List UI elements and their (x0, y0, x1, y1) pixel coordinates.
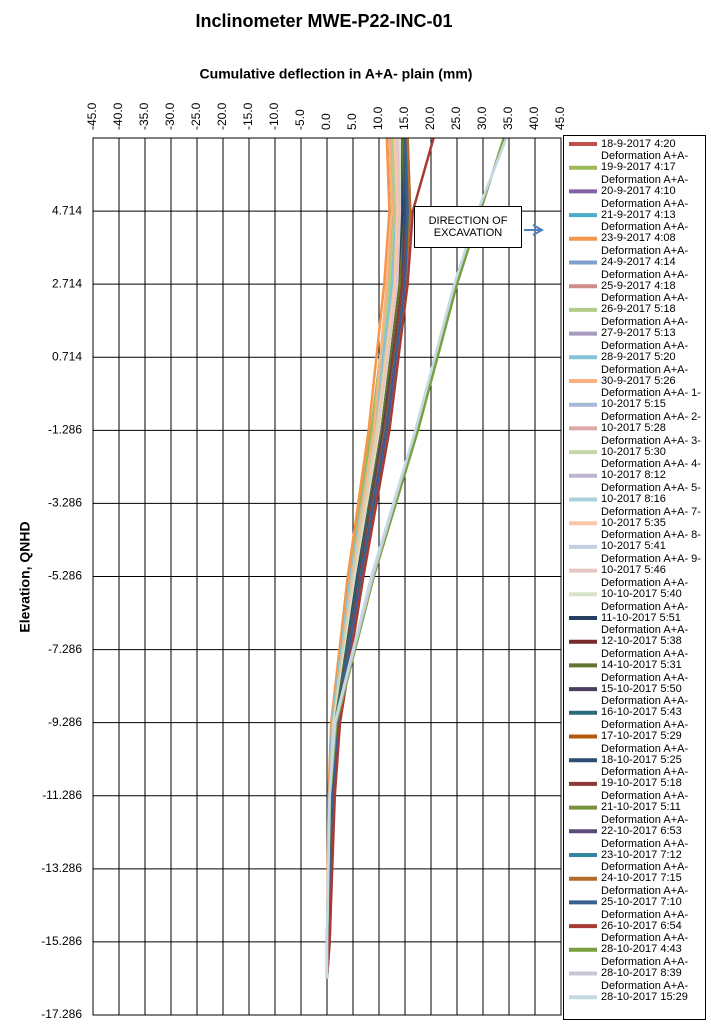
legend-label: Deformation A+A- 5-10-2017 8:16 (601, 482, 701, 505)
direction-arrow (524, 224, 545, 236)
legend-label: Deformation A+A- 10-10-2017 5:40 (601, 576, 689, 600)
legend-label: Deformation A+A- 15-10-2017 5:50 (601, 671, 689, 695)
x-tick-label: 35.0 (501, 106, 515, 130)
x-tick-label: -25.0 (189, 102, 203, 130)
legend-label: Deformation A+A- 18-9-2017 4:20 (601, 136, 688, 150)
legend-label: Deformation A+A- 12-10-2017 5:38 (601, 624, 689, 648)
legend-swatches (569, 142, 597, 1000)
annotation: DIRECTION OF EXCAVATION (414, 206, 522, 248)
legend-label: Deformation A+A- 21-9-2017 4:13 (601, 197, 689, 221)
legend-label: Deformation A+A- 28-9-2017 5:20 (601, 339, 689, 363)
x-tick-label: 5.0 (345, 113, 359, 130)
legend-label: Deformation A+A- 2-10-2017 5:28 (601, 410, 701, 434)
legend-label: Deformation A+A- 16-10-2017 5:43 (601, 695, 689, 719)
series-lines (325, 137, 508, 979)
legend-label: Deformation A+A- 18-10-2017 5:25 (601, 742, 689, 766)
legend-label: Deformation A+A- 11-10-2017 5:51 (601, 600, 689, 624)
legend-label: Deformation A+A- 27-9-2017 5:13 (601, 316, 689, 340)
x-tick-label: 30.0 (475, 106, 489, 130)
y-tick-label: 4.714 (52, 203, 82, 217)
y-tick-label: -13.286 (41, 861, 82, 875)
legend-label: Deformation A+A- 25-9-2017 4:18 (601, 268, 689, 292)
legend-label: Deformation A+A- 19-9-2017 4:17 (601, 150, 689, 174)
legend-label: Deformation A+A- 26-10-2017 6:54 (601, 908, 689, 932)
x-tick-label: -15.0 (241, 102, 255, 130)
legend-label: Deformation A+A- 21-10-2017 5:11 (601, 790, 689, 814)
x-tick-label: 10.0 (371, 106, 385, 130)
legend-label: Deformation A+A- 9-10-2017 5:46 (601, 553, 701, 577)
legend-label: Deformation A+A- 22-10-2017 6:53 (601, 813, 689, 837)
annotation-line: EXCAVATION (433, 227, 503, 239)
y-tick-label: -11.286 (42, 788, 82, 802)
y-tick-label: -15.286 (41, 934, 82, 948)
x-tick-label: -45.0 (85, 102, 99, 130)
legend-label: Deformation A+A- 17-10-2017 5:29 (601, 719, 689, 742)
x-tick-label: -30.0 (163, 102, 177, 130)
series-line (325, 137, 435, 979)
legend-label: Deformation A+A- 14-10-2017 5:31 (601, 647, 689, 671)
y-axis-title: Elevation, QNHD (17, 521, 33, 632)
y-tick-label: 2.714 (52, 276, 82, 290)
legend-label: Deformation A+A- 28-10-2017 4:43 (601, 932, 689, 956)
chart-title: Inclinometer MWE-P22-INC-01 (195, 11, 452, 31)
y-tick-label: -5.286 (48, 569, 82, 583)
x-tick-label: 40.0 (527, 106, 541, 130)
y-tick-label: -17.286 (41, 1007, 82, 1021)
legend-label: Deformation A+A- 28-10-2017 8:39 (601, 956, 689, 979)
x-tick-label: 25.0 (449, 106, 463, 130)
legend-label: Deformation A+A- 3-10-2017 5:30 (601, 434, 701, 458)
x-tick-label: -35.0 (137, 102, 151, 130)
legend-label: Deformation A+A- 24-9-2017 4:14 (601, 245, 689, 268)
x-axis-title: Cumulative deflection in A+A- plain (mm) (200, 66, 473, 82)
legend-label: Deformation A+A- 24-10-2017 7:15 (601, 861, 689, 885)
x-tick-label: -10.0 (267, 102, 281, 130)
legend-label: Deformation A+A- 7-10-2017 5:35 (601, 505, 701, 529)
x-tick-label: 20.0 (423, 106, 437, 130)
legend: Deformation A+A- 18-9-2017 4:20Deformati… (563, 135, 706, 1020)
legend-label: Deformation A+A- 23-10-2017 7:12 (601, 837, 689, 861)
legend-label: Deformation A+A- 23-9-2017 4:08 (601, 221, 689, 245)
y-tick-label: -1.286 (48, 423, 82, 437)
legend-label: Deformation A+A- 25-10-2017 7:10 (601, 884, 689, 908)
y-tick-label: -7.286 (48, 642, 82, 656)
legend-label: Deformation A+A- 1-10-2017 5:15 (601, 387, 701, 411)
y-tick-label: -3.286 (48, 496, 82, 510)
annotation-line: DIRECTION OF (428, 215, 508, 227)
x-tick-label: 0.0 (319, 113, 333, 130)
x-tick-label: 15.0 (397, 106, 411, 130)
x-tick-label: 45.0 (553, 106, 567, 130)
y-tick-label: -9.286 (48, 715, 82, 729)
legend-label: Deformation A+A- 20-9-2017 4:10 (601, 173, 689, 197)
x-tick-label: -40.0 (111, 102, 125, 130)
legend-label: Deformation A+A- 19-10-2017 5:18 (601, 766, 689, 790)
x-tick-label: -20.0 (215, 102, 229, 130)
y-tick-label: 0.714 (52, 349, 82, 363)
x-tick-label: -5.0 (293, 109, 307, 130)
legend-label: Deformation A+A- 8-10-2017 5:41 (601, 529, 701, 553)
legend-label: Deformation A+A- 28-10-2017 15:29 (601, 979, 689, 1003)
legend-label: Deformation A+A- 30-9-2017 5:26 (601, 363, 689, 387)
legend-label: Deformation A+A- 4-10-2017 8:12 (601, 458, 701, 482)
plot-border (92, 137, 562, 1016)
legend-label: Deformation A+A- 26-9-2017 5:18 (601, 292, 689, 316)
